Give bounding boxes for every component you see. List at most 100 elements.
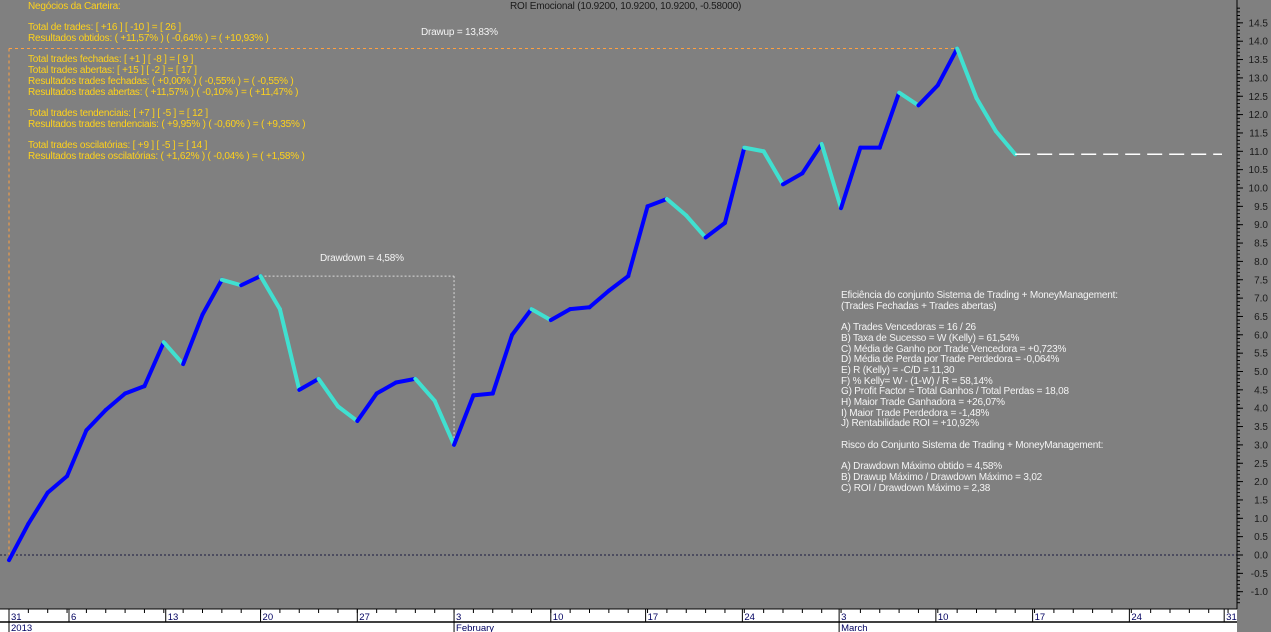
roi-segment (548, 307, 573, 323)
roi-segment (258, 274, 282, 312)
roi-segment (7, 521, 31, 563)
y-tick-label: 4.0 (1254, 404, 1268, 415)
roi-segment (26, 490, 50, 526)
x-tick-label: 6 (71, 612, 76, 623)
stat-line: A) Trades Vencedoras = 16 / 26 (841, 322, 976, 334)
x-tick-label: 31 (11, 612, 22, 623)
roi-segment (335, 404, 360, 424)
roi-segment (897, 90, 921, 108)
roi-segment (703, 220, 727, 240)
roi-segment (239, 274, 263, 288)
roi-segment (374, 380, 398, 396)
x-tick-label: 10 (938, 612, 949, 623)
roi-segment (471, 391, 495, 398)
roi-segment (432, 398, 457, 447)
y-tick-label: 5.0 (1254, 367, 1268, 378)
roi-segment (568, 305, 592, 312)
roi-segment (490, 332, 515, 396)
stat-line: B) Taxa de Sucesso = W (Kelly) = 61,54% (841, 332, 1020, 344)
y-tick-label: 0.0 (1254, 551, 1268, 562)
roi-segment (684, 213, 708, 240)
y-tick-label: 11.5 (1249, 128, 1268, 139)
y-tick-label: 9.5 (1254, 202, 1268, 213)
roi-segment (877, 90, 902, 150)
stat-line: Total trades abertas: [ +15 ] [ -2 ] = [… (28, 65, 197, 77)
y-tick-label: 6.0 (1254, 330, 1268, 341)
y-tick-label: 14.0 (1249, 37, 1269, 48)
roi-segment (181, 312, 205, 367)
y-tick-label: 10.5 (1249, 165, 1269, 176)
y-tick-label: 6.5 (1254, 312, 1268, 323)
y-tick-label: 0.5 (1254, 532, 1268, 543)
x-tick-label: 13 (168, 612, 179, 623)
stat-line: D) Média de Perda por Trade Perdedora = … (841, 354, 1060, 366)
roi-segment (722, 145, 747, 225)
roi-segment (65, 428, 89, 479)
roi-segment (219, 277, 244, 288)
stat-line: J) Rentabilidade ROI = +10,92% (841, 418, 979, 430)
roi-segment (955, 46, 979, 101)
portfolio-stats: Negócios da Carteira: Total de trades: [ … (28, 1, 306, 162)
roi-segment (45, 474, 70, 495)
y-tick-label: 5.5 (1254, 349, 1268, 360)
x-tick-label: 24 (744, 612, 755, 623)
stat-line: Resultados trades abertas: ( +11,57% ) (… (28, 86, 299, 98)
efficiency-stats: Eficiência do conjunto Sistema de Tradin… (841, 290, 1118, 494)
roi-segment (819, 141, 844, 211)
y-tick-label: -1.0 (1251, 587, 1269, 598)
y-tick-label: 4.5 (1254, 385, 1268, 396)
stat-line: I) Maior Trade Perdedora = -1,48% (841, 407, 990, 419)
x-tick-label: 20 (263, 612, 274, 623)
roi-segment (839, 145, 863, 211)
roi-segment (510, 307, 534, 337)
roi-segment (993, 129, 1018, 157)
period-label: February (456, 623, 494, 632)
roi-segment (84, 408, 108, 433)
y-tick-label: 3.0 (1254, 440, 1268, 451)
stat-line: C) Média de Ganho por Trade Vencedora = … (841, 343, 1067, 355)
y-tick-label: 13.5 (1249, 55, 1269, 66)
stat-line: Resultados obtidos: ( +11,57% ) ( -0,64%… (28, 33, 269, 45)
x-tick-label: 17 (648, 612, 659, 623)
stat-line: C) ROI / Drawdown Máximo = 2,38 (841, 482, 991, 494)
roi-segment (316, 376, 340, 409)
stat-line: (Trades Fechadas + Trades abertas) (841, 300, 997, 312)
y-tick-label: 9.0 (1254, 220, 1268, 231)
chart-title: ROI Emocional (10.9200, 10.9200, 10.9200… (510, 1, 742, 12)
stat-line: Resultados trades oscilatórias: ( +1,62%… (28, 150, 305, 162)
y-tick-label: 3.5 (1254, 422, 1268, 433)
period-label: March (841, 623, 867, 632)
y-tick-label: 12.0 (1249, 110, 1269, 121)
stat-line: A) Drawdown Máximo obtido = 4,58% (841, 461, 1002, 473)
stat-line: Negócios da Carteira: (28, 1, 121, 12)
y-tick-label: 14.5 (1249, 18, 1269, 29)
roi-segment (645, 197, 669, 209)
roi-segment (200, 277, 224, 317)
roi-segment (123, 384, 147, 396)
y-tick-label: 1.0 (1254, 514, 1268, 525)
period-label: 2013 (11, 623, 32, 632)
stat-line: Eficiência do conjunto Sistema de Tradin… (841, 290, 1118, 301)
stat-line: Resultados trades tendenciais: ( +9,95% … (28, 118, 306, 130)
y-tick-label: 13.0 (1249, 73, 1269, 84)
x-tick-label: 24 (1131, 612, 1142, 623)
y-tick-label: 11.0 (1249, 147, 1268, 158)
roi-segment (626, 204, 650, 279)
drawdown-label: Drawdown = 4,58% (320, 253, 404, 264)
y-tick-label: 8.0 (1254, 257, 1268, 268)
x-tick-label: 10 (553, 612, 564, 623)
x-tick-label: 27 (359, 612, 370, 623)
y-tick-label: 8.5 (1254, 239, 1268, 250)
x-axis-area (0, 609, 1237, 632)
y-tick-label: 2.5 (1254, 459, 1268, 470)
roi-segment (587, 288, 611, 310)
roi-segment (277, 307, 302, 392)
roi-segment (103, 391, 128, 413)
x-tick-label: 31 (1226, 612, 1237, 623)
roi-segment (781, 171, 805, 187)
roi-segment (529, 307, 553, 323)
y-tick-label: 1.5 (1254, 495, 1268, 506)
roi-segment (394, 376, 418, 385)
stat-line: Total trades oscilatórias: [ +9 ] [ -5 ]… (28, 140, 208, 152)
roi-segment (664, 197, 689, 218)
